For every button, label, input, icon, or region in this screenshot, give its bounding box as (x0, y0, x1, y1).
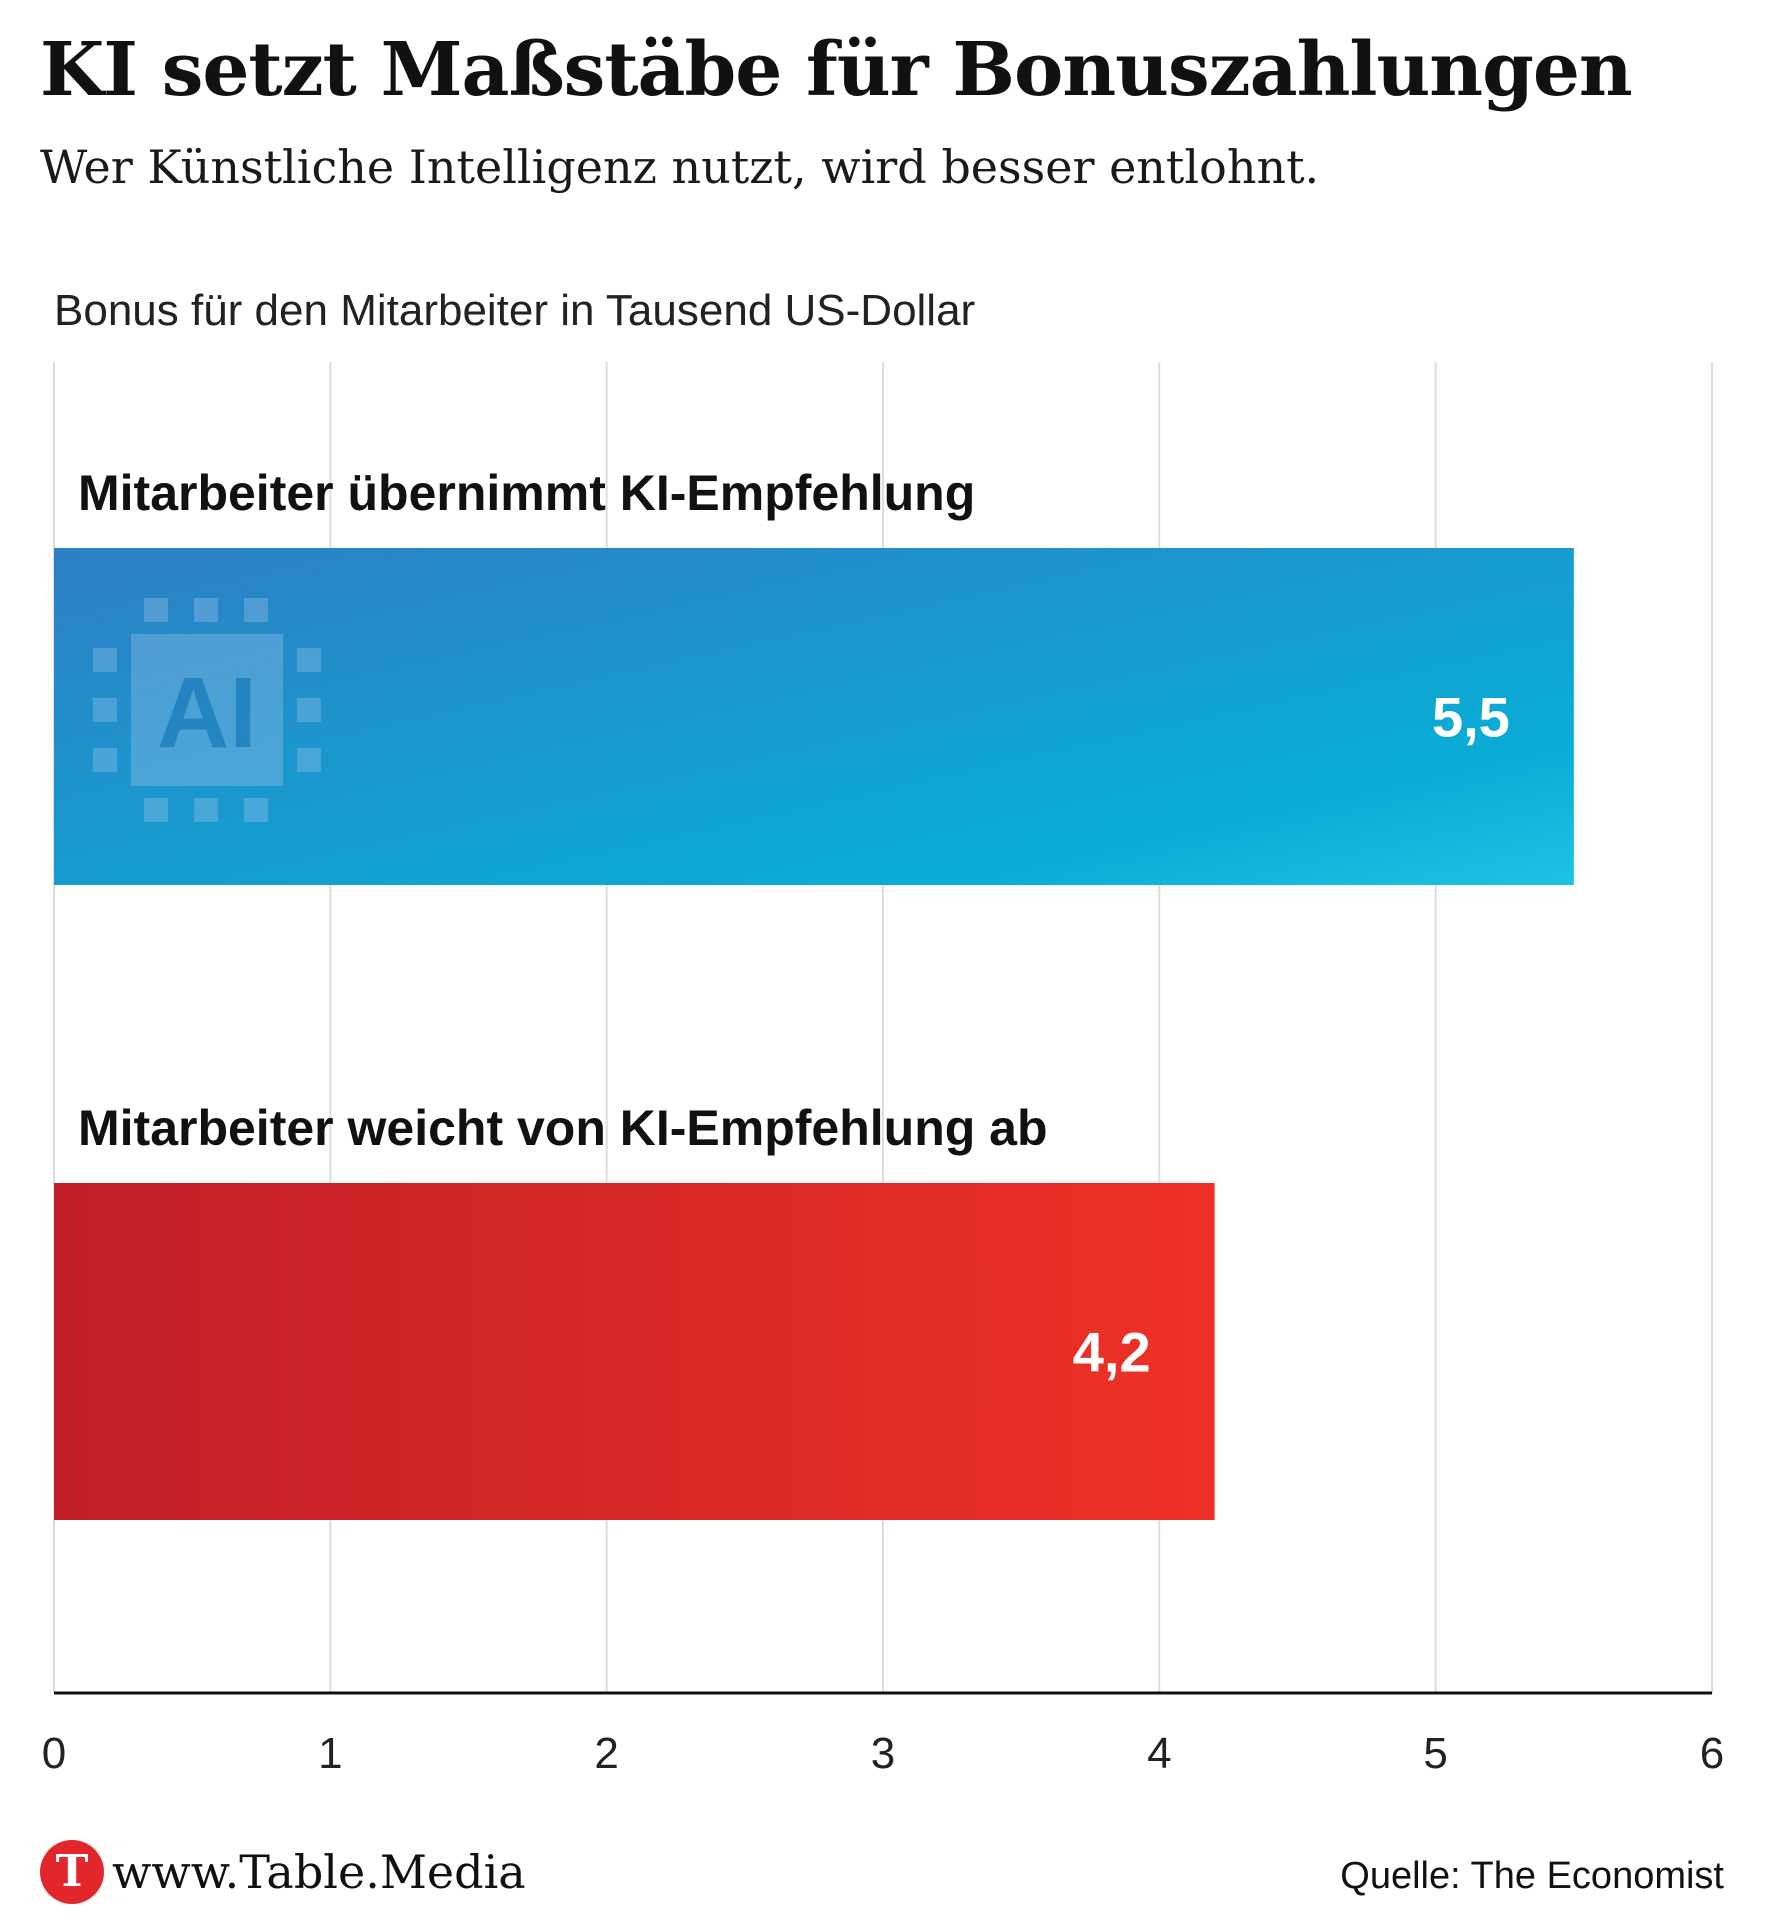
footer-source: Quelle: The Economist (1340, 1855, 1724, 1897)
chart-subtitle: Wer Künstliche Intelligenz nutzt, wird b… (40, 140, 1320, 194)
table-media-logo: T (40, 1840, 104, 1904)
bar-1 (54, 1183, 1215, 1520)
category-label-1: Mitarbeiter weicht von KI-Empfehlung ab (78, 1100, 1048, 1156)
tick-label-1: 1 (318, 1729, 342, 1778)
value-label-1: 4,2 (1073, 1321, 1151, 1384)
ai-chip-text: AI (157, 657, 257, 769)
tick-label-2: 2 (594, 1729, 618, 1778)
bar-chart: Bonus für den Mitarbeiter in Tausend US-… (42, 286, 1724, 1778)
tick-label-4: 4 (1147, 1729, 1171, 1778)
value-label-0: 5,5 (1432, 686, 1510, 749)
footer-site: www.Table.Media (112, 1845, 526, 1899)
chart-title: KI setzt Maßstäbe für Bonuszahlungen (40, 27, 1633, 113)
tick-label-5: 5 (1423, 1729, 1447, 1778)
ai-chip-icon: AI (93, 598, 321, 822)
bar-0 (54, 548, 1574, 885)
tick-label-0: 0 (42, 1729, 66, 1778)
bars: Mitarbeiter übernimmt KI-Empfehlung AI 5,5… (54, 465, 1574, 1520)
unit-label: Bonus für den Mitarbeiter in Tausend US-… (54, 286, 975, 335)
x-axis-ticks: 0 1 2 3 4 5 6 (42, 1729, 1724, 1778)
tick-label-3: 3 (871, 1729, 895, 1778)
tick-label-6: 6 (1700, 1729, 1724, 1778)
category-label-0: Mitarbeiter übernimmt KI-Empfehlung (78, 465, 975, 521)
